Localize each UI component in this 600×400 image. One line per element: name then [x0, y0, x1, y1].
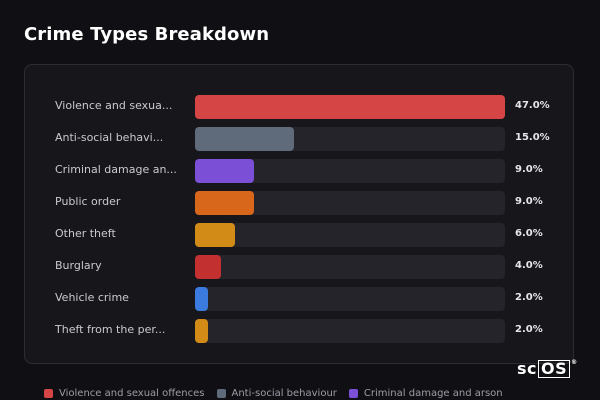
value-label: 15.0%: [515, 132, 550, 143]
value-label: 6.0%: [515, 228, 543, 239]
value-label: 2.0%: [515, 292, 543, 303]
bar-row: Violence and sexua... 47.0%: [25, 95, 575, 119]
bar-row: Theft from the per... 2.0%: [25, 319, 575, 343]
bar-track: [195, 95, 505, 119]
value-label: 47.0%: [515, 100, 550, 111]
category-label: Burglary: [55, 259, 102, 272]
chart-legend: Violence and sexual offences Anti-social …: [44, 386, 515, 400]
value-label: 9.0%: [515, 196, 543, 207]
category-label: Violence and sexua...: [55, 99, 173, 112]
bar-row: Criminal damage an... 9.0%: [25, 159, 575, 183]
bar-row: Vehicle crime 2.0%: [25, 287, 575, 311]
bar: [195, 159, 255, 183]
legend-item: Violence and sexual offences: [44, 388, 205, 399]
category-label: Anti-social behavi...: [55, 131, 164, 144]
bar-track: [195, 223, 505, 247]
bar-track: [195, 127, 505, 151]
category-label: Public order: [55, 195, 121, 208]
value-label: 2.0%: [515, 324, 543, 335]
value-label: 4.0%: [515, 260, 543, 271]
legend-swatch: [348, 388, 358, 398]
category-label: Vehicle crime: [55, 291, 129, 304]
bar-row: Burglary 4.0%: [25, 255, 575, 279]
value-label: 9.0%: [515, 164, 543, 175]
legend-swatch: [216, 388, 226, 398]
logo-registered-mark: ®: [571, 359, 578, 366]
bar-row: Anti-social behavi... 15.0%: [25, 127, 575, 151]
bar-row: Public order 9.0%: [25, 191, 575, 215]
bar: [195, 223, 235, 247]
legend-item: Criminal damage and arson: [348, 387, 503, 399]
category-label: Criminal damage an...: [55, 163, 177, 176]
bar: [195, 127, 294, 151]
bar: [195, 319, 209, 343]
legend-label: Criminal damage and arson: [363, 387, 503, 399]
legend-label: Violence and sexual offences: [59, 387, 205, 399]
chart-title: Crime Types Breakdown: [24, 24, 270, 45]
legend-label: Anti-social behaviour: [231, 387, 337, 399]
category-label: Theft from the per...: [55, 323, 166, 336]
bar: [195, 255, 222, 279]
bar-track: [195, 159, 505, 183]
bar: [195, 191, 255, 215]
bar: [195, 95, 505, 119]
legend-swatch: [44, 388, 53, 398]
bar-track: [195, 319, 505, 343]
bar-row: Other theft 6.0%: [25, 223, 575, 247]
legend-item: Anti-social behaviour: [216, 387, 337, 399]
scos-logo: sc OS ®: [517, 359, 578, 378]
logo-boxed-text: OS: [538, 359, 571, 378]
bar-track: [195, 191, 505, 215]
bar-track: [195, 255, 505, 279]
chart-panel: Violence and sexua... 47.0% Anti-social be…: [24, 64, 574, 364]
bar-track: [195, 287, 505, 311]
logo-prefix: sc: [517, 359, 538, 378]
bar: [195, 287, 209, 311]
category-label: Other theft: [55, 227, 116, 240]
